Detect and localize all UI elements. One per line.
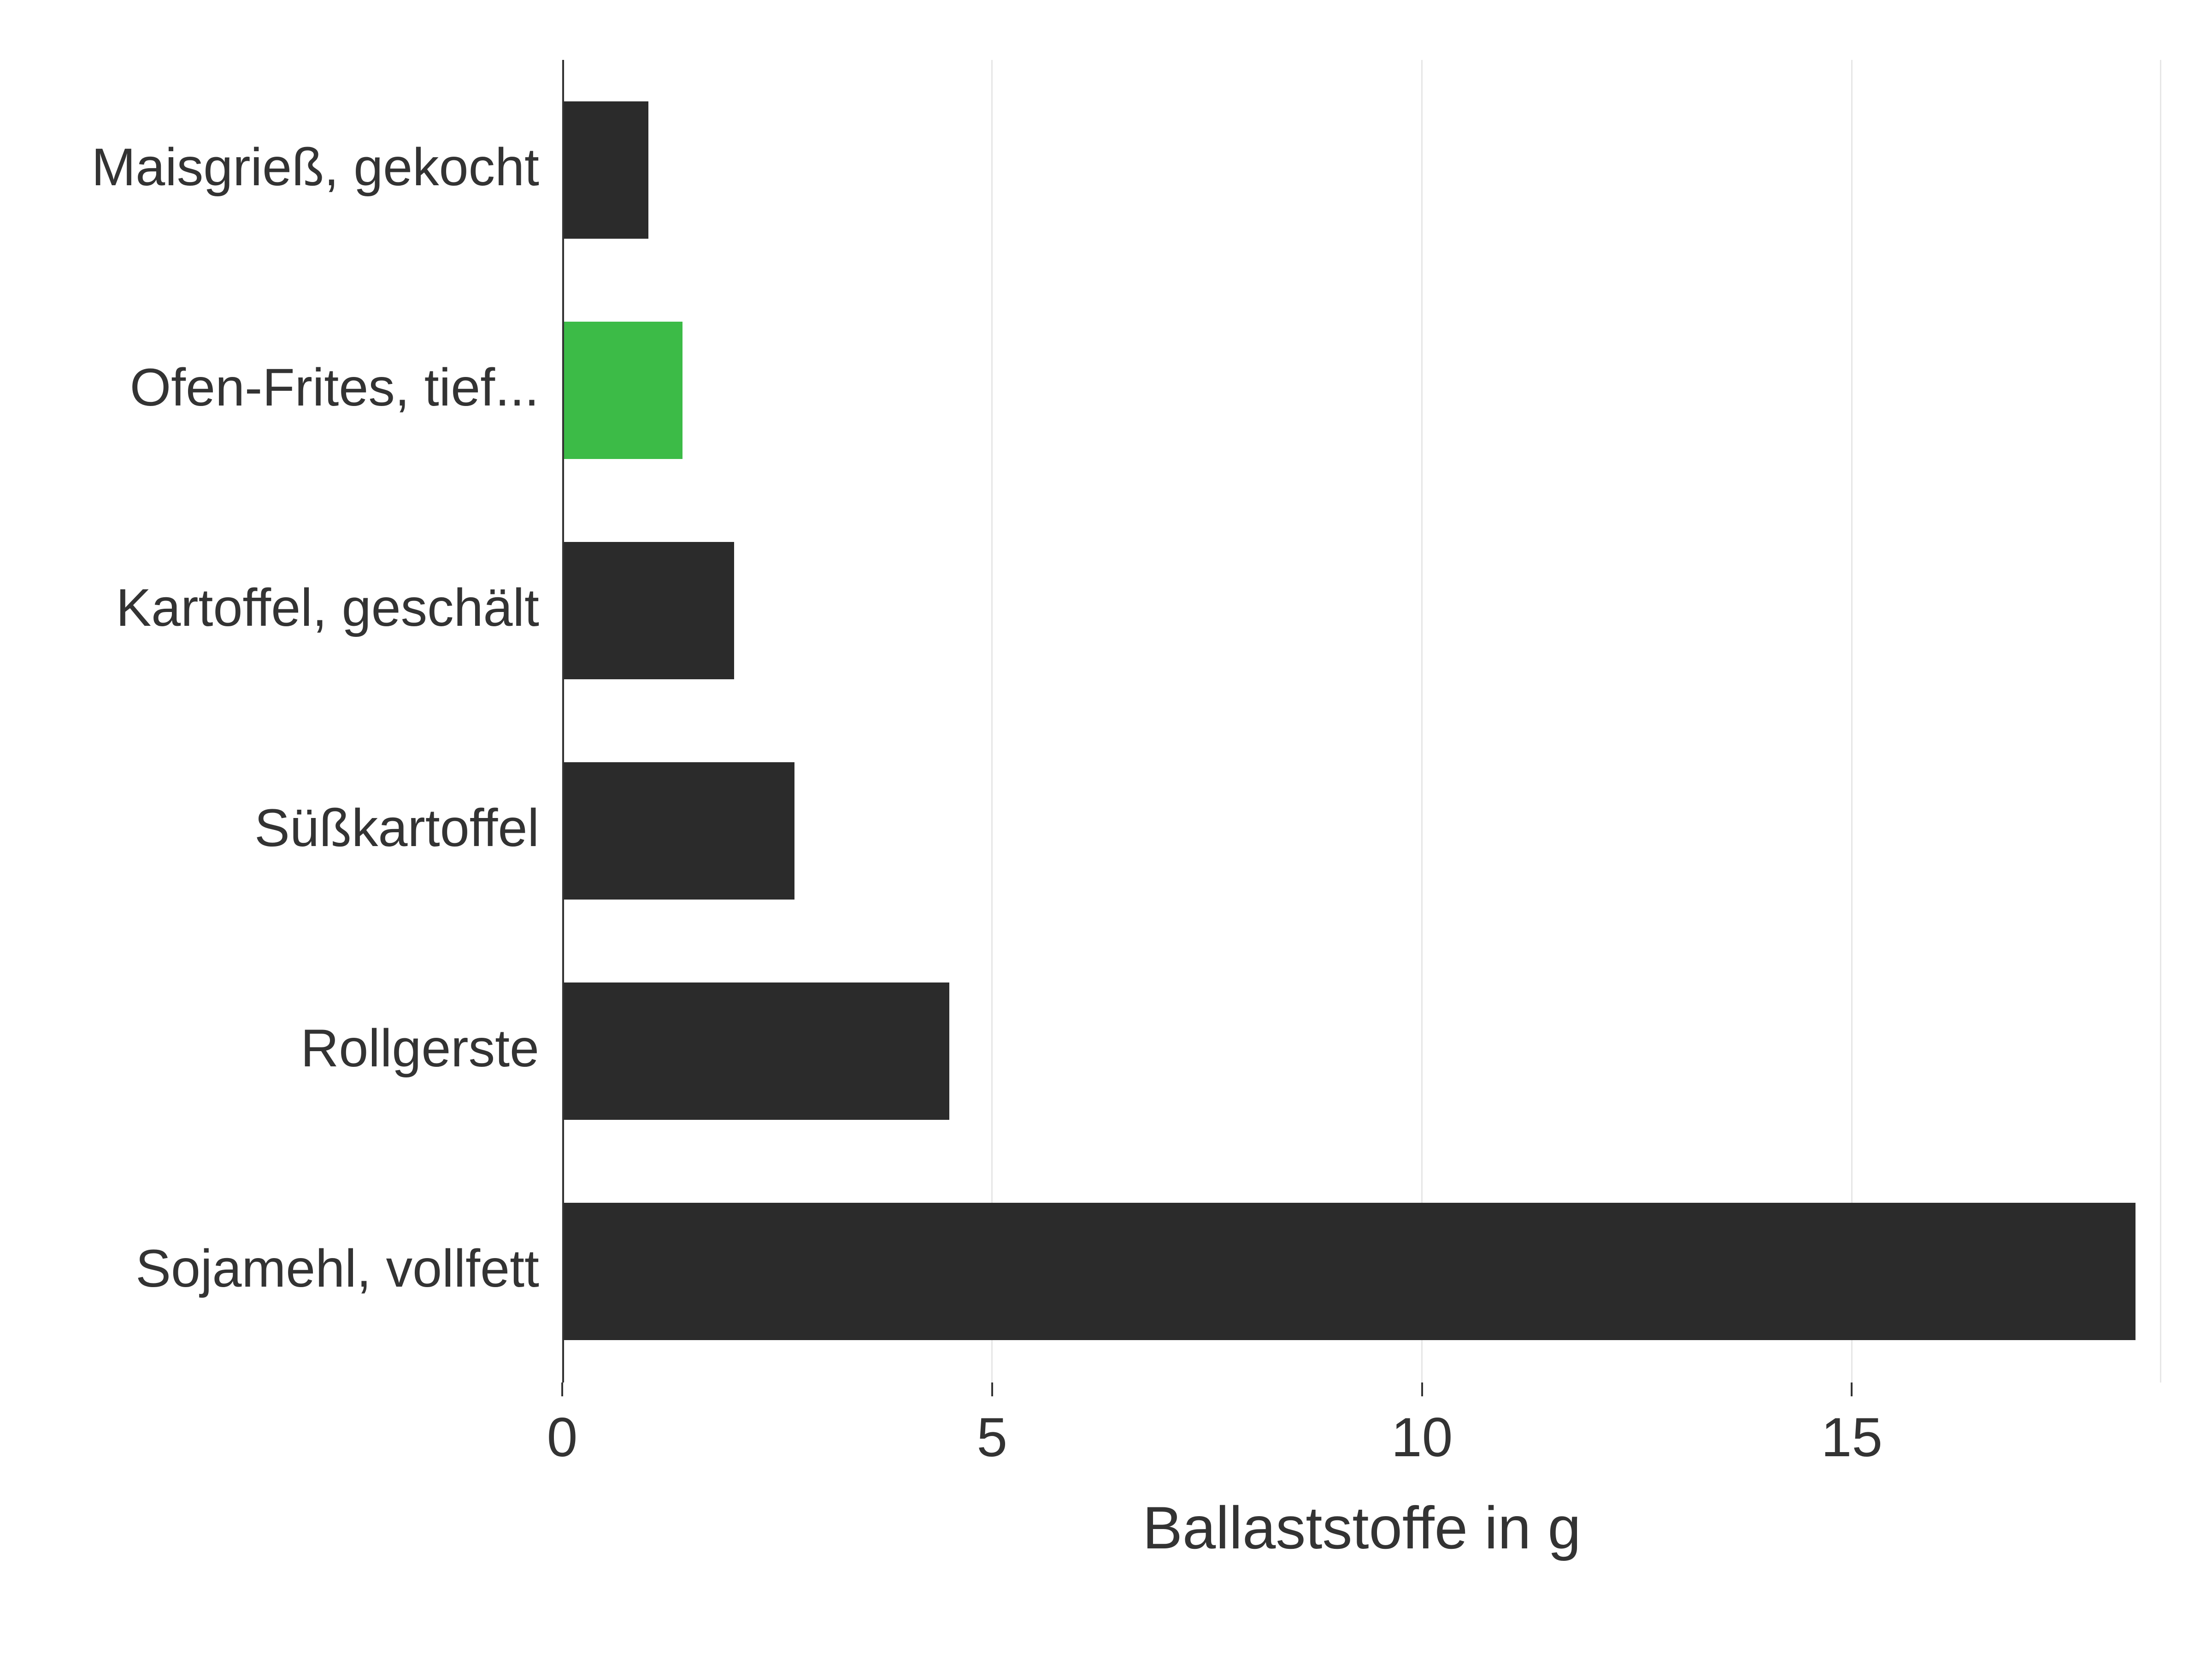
- bar: [562, 101, 648, 239]
- bar: [562, 1203, 2136, 1340]
- plot-area: [562, 60, 2161, 1382]
- x-tick-label: 15: [1821, 1406, 1883, 1469]
- bar: [562, 542, 734, 679]
- bar: [562, 982, 949, 1120]
- x-tick-label: 0: [547, 1406, 578, 1469]
- x-tick-mark: [991, 1382, 993, 1396]
- x-tick-label: 5: [977, 1406, 1007, 1469]
- x-tick-mark: [561, 1382, 563, 1396]
- y-axis-label: Sojamehl, vollfett: [135, 1240, 539, 1298]
- bar: [562, 762, 794, 900]
- gridline: [2160, 60, 2161, 1382]
- x-axis-title: Ballaststoffe in g: [1142, 1493, 1581, 1562]
- y-axis-label: Rollgerste: [300, 1019, 539, 1078]
- x-tick-label: 10: [1391, 1406, 1453, 1469]
- bar: [562, 322, 682, 459]
- y-axis-label: Ofen-Frites, tief...: [130, 359, 539, 417]
- y-axis-label: Maisgrieß, gekocht: [92, 138, 540, 197]
- gridline: [1421, 60, 1423, 1382]
- chart-container: Ballaststoffe in g Maisgrieß, gekocht Ofe…: [0, 0, 2212, 1659]
- x-tick-mark: [1421, 1382, 1423, 1396]
- y-axis-line: [562, 60, 564, 1382]
- y-axis-label: Kartoffel, geschält: [116, 579, 539, 637]
- y-axis-label: Süßkartoffel: [254, 799, 539, 858]
- gridline: [991, 60, 993, 1382]
- x-tick-mark: [1851, 1382, 1853, 1396]
- gridline: [1851, 60, 1853, 1382]
